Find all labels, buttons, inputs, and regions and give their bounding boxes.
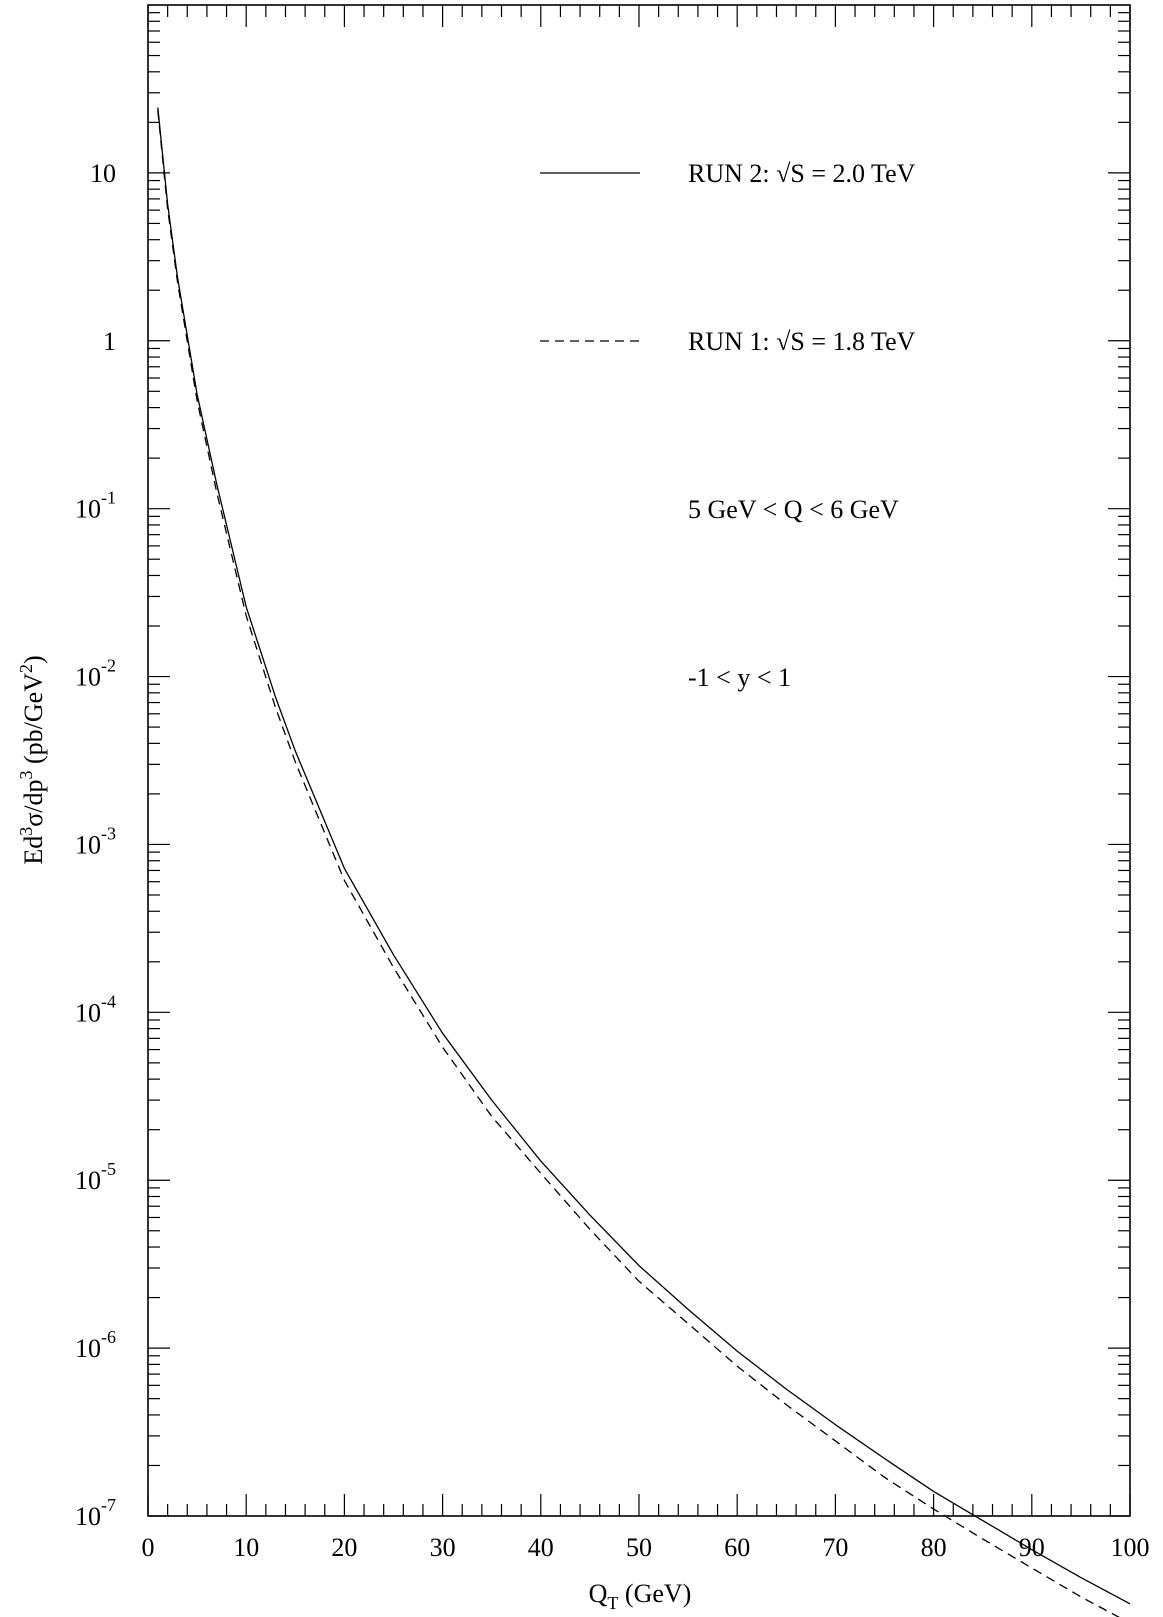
- y-tick-label: 10-5: [75, 1159, 116, 1195]
- x-axis-title: QT (GeV): [589, 1579, 692, 1613]
- x-tick-labels: 0 10 20 30 40 50 60 70 80 90 100: [142, 1533, 1150, 1562]
- x-tick-label: 100: [1111, 1533, 1150, 1562]
- y-tick-label: 10-4: [75, 991, 116, 1027]
- legend-label-run1: RUN 1: √S = 1.8 TeV: [688, 327, 916, 356]
- x-tick-label: 60: [724, 1533, 750, 1562]
- annotation-q-range: 5 GeV < Q < 6 GeV: [688, 495, 899, 524]
- x-tick-label: 80: [921, 1533, 947, 1562]
- y-tick-labels: 10 1 10-1 10-2 10-3 10-4 10-5 10-6 10-7: [75, 159, 116, 1531]
- annotation-y-range: -1 < y < 1: [688, 663, 791, 692]
- x-tick-label: 50: [626, 1533, 652, 1562]
- x-tick-label: 40: [528, 1533, 554, 1562]
- y-tick-label: 10-2: [75, 656, 116, 692]
- x-tick-label: 30: [430, 1533, 456, 1562]
- y-tick-label: 10-3: [75, 823, 116, 859]
- x-tick-label: 10: [233, 1533, 259, 1562]
- legend: RUN 2: √S = 2.0 TeV RUN 1: √S = 1.8 TeV: [540, 159, 916, 356]
- y-tick-label: 10-1: [75, 488, 116, 524]
- y-axis-title: Ed3σ/dp3 (pb/GeV2): [16, 655, 48, 864]
- x-tick-label: 70: [822, 1533, 848, 1562]
- y-tick-label: 10-7: [75, 1495, 116, 1531]
- y-tick-label: 1: [103, 327, 116, 356]
- y-tick-label: 10-6: [75, 1327, 116, 1363]
- x-tick-label: 0: [142, 1533, 155, 1562]
- tick-marks: [147, 5, 1131, 1517]
- x-tick-label: 90: [1019, 1533, 1045, 1562]
- series-lines: [157, 107, 1131, 1617]
- y-tick-label: 10: [90, 159, 116, 188]
- legend-label-run2: RUN 2: √S = 2.0 TeV: [688, 159, 916, 188]
- series-line-run2: [157, 107, 1131, 1605]
- series-line-run1: [157, 110, 1120, 1617]
- x-tick-label: 20: [331, 1533, 357, 1562]
